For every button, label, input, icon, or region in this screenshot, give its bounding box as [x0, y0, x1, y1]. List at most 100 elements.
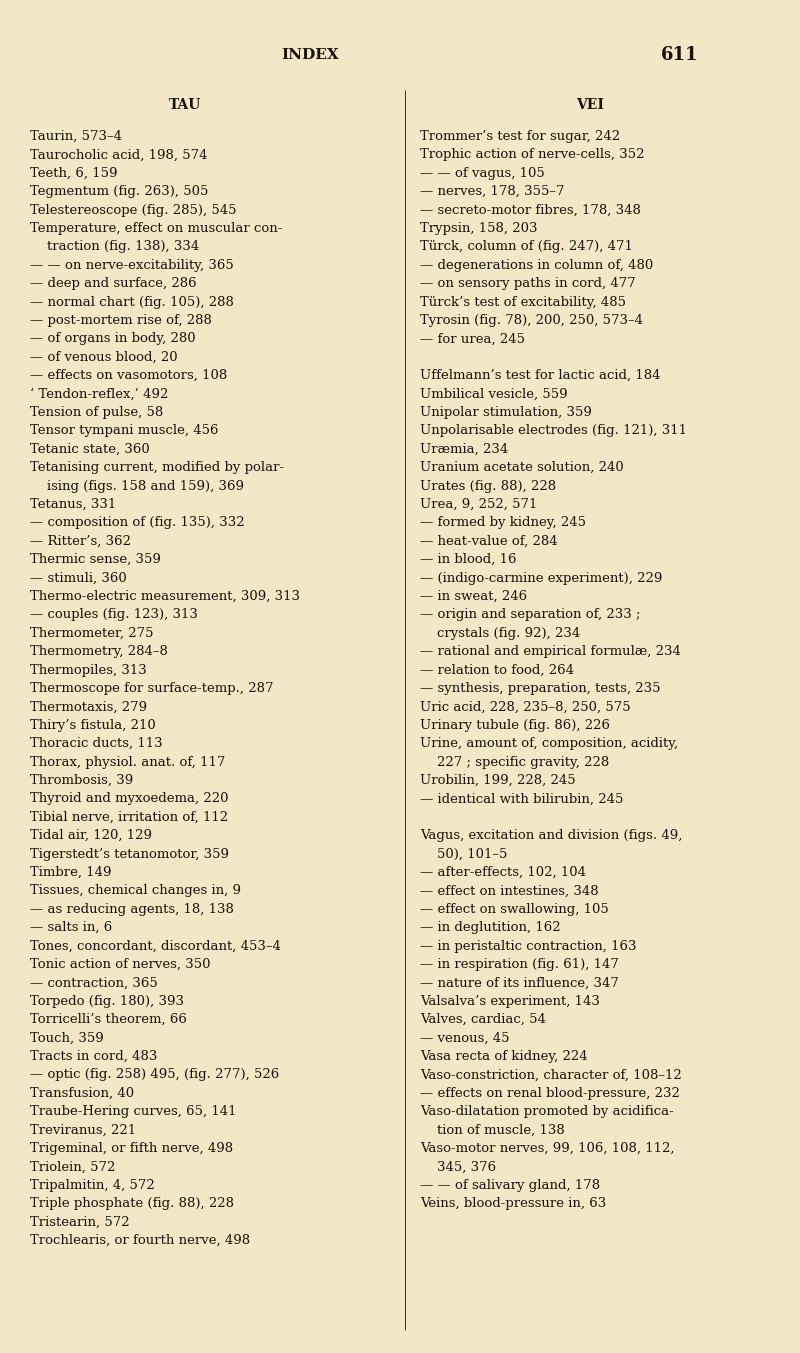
Text: Trochlearis, or fourth nerve, 498: Trochlearis, or fourth nerve, 498	[30, 1234, 250, 1247]
Text: — origin and separation of, 233 ;: — origin and separation of, 233 ;	[420, 609, 641, 621]
Text: — in blood, 16: — in blood, 16	[420, 553, 517, 566]
Text: — formed by kidney, 245: — formed by kidney, 245	[420, 517, 586, 529]
Text: Transfusion, 40: Transfusion, 40	[30, 1086, 134, 1100]
Text: — relation to food, 264: — relation to food, 264	[420, 663, 574, 676]
Text: crystals (fig. 92), 234: crystals (fig. 92), 234	[420, 626, 580, 640]
Text: — effects on renal blood-pressure, 232: — effects on renal blood-pressure, 232	[420, 1086, 680, 1100]
Text: Thermotaxis, 279: Thermotaxis, 279	[30, 701, 147, 713]
Text: Uranium acetate solution, 240: Uranium acetate solution, 240	[420, 461, 624, 474]
Text: Vasa recta of kidney, 224: Vasa recta of kidney, 224	[420, 1050, 588, 1063]
Text: — couples (fig. 123), 313: — couples (fig. 123), 313	[30, 609, 198, 621]
Text: Uræmia, 234: Uræmia, 234	[420, 442, 508, 456]
Text: tion of muscle, 138: tion of muscle, 138	[420, 1123, 565, 1137]
Text: — — on nerve-excitability, 365: — — on nerve-excitability, 365	[30, 258, 234, 272]
Text: Taurin, 573–4: Taurin, 573–4	[30, 130, 122, 143]
Text: Veins, blood-pressure in, 63: Veins, blood-pressure in, 63	[420, 1197, 606, 1210]
Text: Tension of pulse, 58: Tension of pulse, 58	[30, 406, 163, 419]
Text: Tetanising current, modified by polar-: Tetanising current, modified by polar-	[30, 461, 284, 474]
Text: 345, 376: 345, 376	[420, 1161, 496, 1173]
Text: — effects on vasomotors, 108: — effects on vasomotors, 108	[30, 369, 227, 382]
Text: Taurocholic acid, 198, 574: Taurocholic acid, 198, 574	[30, 149, 207, 161]
Text: Vagus, excitation and division (figs. 49,: Vagus, excitation and division (figs. 49…	[420, 829, 682, 842]
Text: — optic (fig. 258) 495, (fig. 277), 526: — optic (fig. 258) 495, (fig. 277), 526	[30, 1069, 279, 1081]
Text: Tetanic state, 360: Tetanic state, 360	[30, 442, 150, 456]
Text: Tissues, chemical changes in, 9: Tissues, chemical changes in, 9	[30, 885, 241, 897]
Text: Türck, column of (fig. 247), 471: Türck, column of (fig. 247), 471	[420, 241, 633, 253]
Text: ising (figs. 158 and 159), 369: ising (figs. 158 and 159), 369	[30, 479, 244, 492]
Text: Thorax, physiol. anat. of, 117: Thorax, physiol. anat. of, 117	[30, 755, 226, 769]
Text: — in deglutition, 162: — in deglutition, 162	[420, 921, 561, 934]
Text: Tristearin, 572: Tristearin, 572	[30, 1215, 130, 1229]
Text: — in respiration (fig. 61), 147: — in respiration (fig. 61), 147	[420, 958, 619, 971]
Text: — effect on intestines, 348: — effect on intestines, 348	[420, 885, 598, 897]
Text: — normal chart (fig. 105), 288: — normal chart (fig. 105), 288	[30, 295, 234, 308]
Text: — composition of (fig. 135), 332: — composition of (fig. 135), 332	[30, 517, 245, 529]
Text: — heat-value of, 284: — heat-value of, 284	[420, 534, 558, 548]
Text: Thermo-electric measurement, 309, 313: Thermo-electric measurement, 309, 313	[30, 590, 300, 603]
Text: — nature of its influence, 347: — nature of its influence, 347	[420, 977, 619, 989]
Text: Urea, 9, 252, 571: Urea, 9, 252, 571	[420, 498, 538, 511]
Text: Telestereoscope (fig. 285), 545: Telestereoscope (fig. 285), 545	[30, 203, 237, 216]
Text: Valsalva’s experiment, 143: Valsalva’s experiment, 143	[420, 994, 600, 1008]
Text: Treviranus, 221: Treviranus, 221	[30, 1123, 136, 1137]
Text: Unpolarisable electrodes (fig. 121), 311: Unpolarisable electrodes (fig. 121), 311	[420, 425, 687, 437]
Text: Triolein, 572: Triolein, 572	[30, 1161, 115, 1173]
Text: Timbre, 149: Timbre, 149	[30, 866, 111, 879]
Text: 227 ; specific gravity, 228: 227 ; specific gravity, 228	[420, 755, 610, 769]
Text: Vaso-motor nerves, 99, 106, 108, 112,: Vaso-motor nerves, 99, 106, 108, 112,	[420, 1142, 674, 1155]
Text: Thermometry, 284–8: Thermometry, 284–8	[30, 645, 168, 658]
Text: Tripalmitin, 4, 572: Tripalmitin, 4, 572	[30, 1178, 154, 1192]
Text: Torpedo (fig. 180), 393: Torpedo (fig. 180), 393	[30, 994, 184, 1008]
Text: Tetanus, 331: Tetanus, 331	[30, 498, 116, 511]
Text: Tracts in cord, 483: Tracts in cord, 483	[30, 1050, 158, 1063]
Text: Thermopiles, 313: Thermopiles, 313	[30, 663, 146, 676]
Text: — identical with bilirubin, 245: — identical with bilirubin, 245	[420, 793, 623, 805]
Text: Tegmentum (fig. 263), 505: Tegmentum (fig. 263), 505	[30, 185, 208, 198]
Text: — Ritter’s, 362: — Ritter’s, 362	[30, 534, 131, 548]
Text: — effect on swallowing, 105: — effect on swallowing, 105	[420, 902, 609, 916]
Text: Thermometer, 275: Thermometer, 275	[30, 626, 154, 640]
Text: Thiry’s fistula, 210: Thiry’s fistula, 210	[30, 718, 156, 732]
Text: Trigeminal, or fifth nerve, 498: Trigeminal, or fifth nerve, 498	[30, 1142, 233, 1155]
Text: Türck’s test of excitability, 485: Türck’s test of excitability, 485	[420, 295, 626, 308]
Text: — — of salivary gland, 178: — — of salivary gland, 178	[420, 1178, 600, 1192]
Text: — venous, 45: — venous, 45	[420, 1031, 510, 1045]
Text: — — of vagus, 105: — — of vagus, 105	[420, 166, 545, 180]
Text: — of organs in body, 280: — of organs in body, 280	[30, 333, 196, 345]
Text: Triple phosphate (fig. 88), 228: Triple phosphate (fig. 88), 228	[30, 1197, 234, 1210]
Text: Thyroid and myxoedema, 220: Thyroid and myxoedema, 220	[30, 793, 229, 805]
Text: Tyrosin (fig. 78), 200, 250, 573–4: Tyrosin (fig. 78), 200, 250, 573–4	[420, 314, 643, 327]
Text: Tensor tympani muscle, 456: Tensor tympani muscle, 456	[30, 425, 218, 437]
Text: Tidal air, 120, 129: Tidal air, 120, 129	[30, 829, 152, 842]
Text: Trommer’s test for sugar, 242: Trommer’s test for sugar, 242	[420, 130, 620, 143]
Text: Temperature, effect on muscular con-: Temperature, effect on muscular con-	[30, 222, 282, 235]
Text: — synthesis, preparation, tests, 235: — synthesis, preparation, tests, 235	[420, 682, 661, 695]
Text: Tones, concordant, discordant, 453–4: Tones, concordant, discordant, 453–4	[30, 939, 281, 953]
Text: Trypsin, 158, 203: Trypsin, 158, 203	[420, 222, 538, 235]
Text: — (indigo-carmine experiment), 229: — (indigo-carmine experiment), 229	[420, 571, 662, 584]
Text: — in peristaltic contraction, 163: — in peristaltic contraction, 163	[420, 939, 637, 953]
Text: — in sweat, 246: — in sweat, 246	[420, 590, 527, 603]
Text: 611: 611	[662, 46, 698, 64]
Text: — secreto-motor fibres, 178, 348: — secreto-motor fibres, 178, 348	[420, 203, 641, 216]
Text: — after-effects, 102, 104: — after-effects, 102, 104	[420, 866, 586, 879]
Text: Teeth, 6, 159: Teeth, 6, 159	[30, 166, 118, 180]
Text: Umbilical vesicle, 559: Umbilical vesicle, 559	[420, 387, 568, 400]
Text: — nerves, 178, 355–7: — nerves, 178, 355–7	[420, 185, 565, 198]
Text: Urinary tubule (fig. 86), 226: Urinary tubule (fig. 86), 226	[420, 718, 610, 732]
Text: — for urea, 245: — for urea, 245	[420, 333, 525, 345]
Text: TAU: TAU	[169, 97, 201, 112]
Text: Torricelli’s theorem, 66: Torricelli’s theorem, 66	[30, 1013, 187, 1026]
Text: traction (fig. 138), 334: traction (fig. 138), 334	[30, 241, 199, 253]
Text: Thrombosis, 39: Thrombosis, 39	[30, 774, 134, 787]
Text: — as reducing agents, 18, 138: — as reducing agents, 18, 138	[30, 902, 234, 916]
Text: Vaso-dilatation promoted by acidifica-: Vaso-dilatation promoted by acidifica-	[420, 1105, 674, 1118]
Text: — degenerations in column of, 480: — degenerations in column of, 480	[420, 258, 654, 272]
Text: Uric acid, 228, 235–8, 250, 575: Uric acid, 228, 235–8, 250, 575	[420, 701, 630, 713]
Text: ‘ Tendon-reflex,’ 492: ‘ Tendon-reflex,’ 492	[30, 387, 168, 400]
Text: Valves, cardiac, 54: Valves, cardiac, 54	[420, 1013, 546, 1026]
Text: Tonic action of nerves, 350: Tonic action of nerves, 350	[30, 958, 210, 971]
Text: Uffelmann’s test for lactic acid, 184: Uffelmann’s test for lactic acid, 184	[420, 369, 661, 382]
Text: Touch, 359: Touch, 359	[30, 1031, 104, 1045]
Text: VEI: VEI	[576, 97, 604, 112]
